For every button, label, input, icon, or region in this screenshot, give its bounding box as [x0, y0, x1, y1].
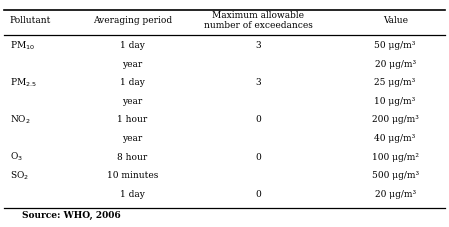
- Text: Value: Value: [383, 16, 408, 25]
- Text: 3: 3: [255, 41, 261, 50]
- Text: 0: 0: [255, 190, 261, 199]
- Text: 100 μg/m²: 100 μg/m²: [372, 153, 418, 162]
- Text: 1 day: 1 day: [120, 41, 145, 50]
- Text: O$_3$: O$_3$: [10, 151, 23, 163]
- Text: NO$_2$: NO$_2$: [10, 114, 31, 126]
- Text: 500 μg/m³: 500 μg/m³: [372, 171, 418, 180]
- Text: 200 μg/m³: 200 μg/m³: [372, 115, 418, 124]
- Text: 25 μg/m³: 25 μg/m³: [374, 78, 416, 87]
- Text: 1 day: 1 day: [120, 190, 145, 199]
- Text: year: year: [122, 97, 143, 106]
- Text: Averaging period: Averaging period: [93, 16, 172, 25]
- Text: 10 μg/m³: 10 μg/m³: [374, 97, 416, 106]
- Text: 20 μg/m³: 20 μg/m³: [374, 190, 416, 199]
- Text: Pollutant: Pollutant: [10, 16, 51, 25]
- Text: Source: WHO, 2006: Source: WHO, 2006: [22, 211, 121, 220]
- Text: SO$_2$: SO$_2$: [10, 169, 29, 182]
- Text: 8 hour: 8 hour: [117, 153, 148, 162]
- Text: PM$_{10}$: PM$_{10}$: [10, 39, 35, 52]
- Text: 1 hour: 1 hour: [117, 115, 148, 124]
- Text: 0: 0: [255, 153, 261, 162]
- Text: 1 day: 1 day: [120, 78, 145, 87]
- Text: 0: 0: [255, 115, 261, 124]
- Text: 50 μg/m³: 50 μg/m³: [374, 41, 416, 50]
- Text: 10 minutes: 10 minutes: [107, 171, 158, 180]
- Text: Maximum allowable
number of exceedances: Maximum allowable number of exceedances: [204, 11, 313, 30]
- Text: 20 μg/m³: 20 μg/m³: [374, 59, 416, 69]
- Text: 3: 3: [255, 78, 261, 87]
- Text: 40 μg/m³: 40 μg/m³: [374, 134, 416, 143]
- Text: year: year: [122, 134, 143, 143]
- Text: PM$_{2.5}$: PM$_{2.5}$: [10, 76, 37, 89]
- Text: year: year: [122, 59, 143, 69]
